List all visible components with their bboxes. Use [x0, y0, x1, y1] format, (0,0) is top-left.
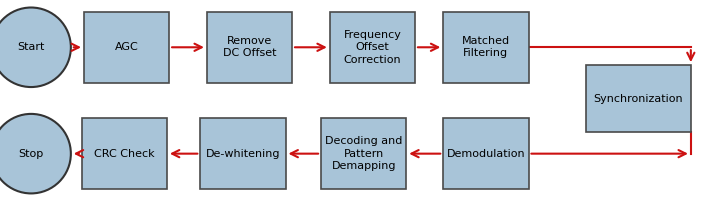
Text: Remove
DC Offset: Remove DC Offset	[223, 36, 276, 59]
FancyBboxPatch shape	[82, 118, 167, 189]
Text: De-whitening: De-whitening	[205, 149, 281, 159]
FancyBboxPatch shape	[443, 118, 529, 189]
FancyBboxPatch shape	[443, 12, 529, 83]
FancyBboxPatch shape	[200, 118, 286, 189]
FancyBboxPatch shape	[84, 12, 169, 83]
Ellipse shape	[0, 7, 71, 87]
Text: CRC Check: CRC Check	[94, 149, 155, 159]
Text: Start: Start	[17, 42, 45, 52]
Text: Matched
Filtering: Matched Filtering	[462, 36, 510, 59]
Text: Demodulation: Demodulation	[447, 149, 525, 159]
Text: Decoding and
Pattern
Demapping: Decoding and Pattern Demapping	[325, 136, 403, 171]
Text: Stop: Stop	[19, 149, 43, 159]
Text: AGC: AGC	[115, 42, 138, 52]
FancyBboxPatch shape	[586, 65, 691, 132]
FancyBboxPatch shape	[321, 118, 406, 189]
Text: Frequency
Offset
Correction: Frequency Offset Correction	[343, 30, 401, 65]
FancyBboxPatch shape	[330, 12, 415, 83]
FancyBboxPatch shape	[207, 12, 292, 83]
Ellipse shape	[0, 114, 71, 193]
Text: Synchronization: Synchronization	[594, 94, 683, 103]
